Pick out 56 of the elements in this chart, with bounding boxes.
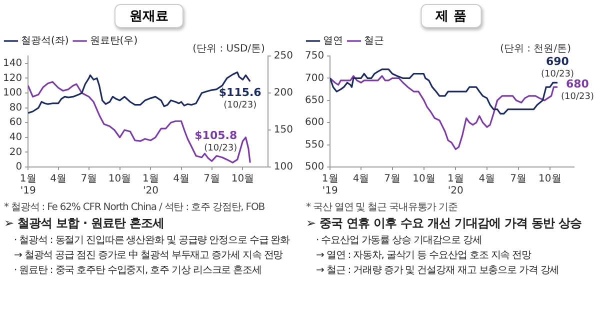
x-tick-label: 1월 '19: [322, 174, 338, 197]
x-tick-label: 4월: [352, 174, 370, 185]
y-tick-label: 120: [2, 72, 22, 84]
y-tick-label: 100: [2, 88, 22, 99]
y2-tick-label: 200: [274, 88, 294, 99]
data-label: 680 (10/23): [561, 77, 594, 102]
text: * 철광석 : Fe 62% CFR North China / 석탄 : 호주 강점탄, FOB: [4, 201, 266, 214]
x-tick-label: 1월 '20: [142, 174, 159, 197]
y-tick-label: 500: [304, 162, 324, 173]
y-tick-label: 750: [304, 50, 324, 62]
y2-tick-label: 150: [274, 124, 294, 136]
y-tick-label: 0: [16, 162, 22, 173]
x-tick-label: 7월: [204, 174, 220, 185]
legend-label: 원료탄(우): [90, 36, 138, 47]
data-label: 690 (10/23): [541, 55, 574, 80]
legend-label: 열연: [323, 36, 343, 47]
y-tick-label: 20: [9, 146, 22, 158]
y-tick-label: 600: [304, 117, 324, 128]
x-tick-label: 10월: [108, 174, 132, 185]
x-tick-label: 4월: [478, 174, 496, 185]
x-tick-label: 10월: [538, 174, 562, 185]
x-tick-label: 10월: [412, 174, 436, 185]
text: · 수요산업 가동률 상승 기대감으로 강세: [315, 234, 483, 248]
legend-label: 철근: [364, 36, 384, 47]
y-tick-label: 140: [2, 58, 22, 69]
x-tick-label: 7월: [384, 174, 401, 185]
y2-tick-label: 250: [274, 50, 294, 62]
text: (단위 : USD/톤): [192, 44, 266, 55]
x-tick-label: 4월: [173, 174, 190, 185]
text: · 원료탄 : 중국 호주탄 수입중지, 호주 기상 리스크로 혼조세: [13, 264, 262, 278]
chart-title: 제 품: [420, 4, 482, 28]
data-label: $115.6 (10/23): [218, 86, 262, 110]
text: → 철근 : 거래량 증가 및 건설강재 재고 보충으로 가격 강세: [315, 264, 560, 278]
text: → 철광석 공급 점진 증가로 中 철광석 부두재고 증가세 지속 전망: [13, 248, 284, 263]
text: ➢ 중국 연휴 이후 수요 개선 기대감에 가격 동반 상승: [306, 215, 583, 232]
text: * 국산 열연 및 철근 국내유통가 기준: [306, 201, 458, 214]
text: · 철광석 : 동절기 진입따른 생산완화 및 공급량 안정으로 수급 완화: [13, 234, 291, 248]
y-tick-label: 700: [304, 72, 324, 84]
text: ➢ 철광석 보합 · 원료탄 혼조세: [4, 215, 166, 232]
x-tick-label: 10월: [231, 174, 254, 185]
x-tick-label: 1월 '20: [447, 174, 464, 197]
y-tick-label: 60: [9, 117, 22, 128]
x-tick-label: 7월: [80, 174, 98, 185]
x-tick-label: 1월 '19: [20, 174, 36, 197]
y-tick-label: 550: [304, 139, 324, 150]
legend-label: 철광석(좌): [21, 36, 69, 47]
x-tick-label: 4월: [50, 174, 67, 185]
text: (단위 : 천원/톤): [500, 44, 572, 55]
y-tick-label: 650: [304, 94, 324, 106]
x-tick-label: 7월: [510, 174, 526, 185]
text: → 열연 : 자동차, 굴삭기 등 수요산업 호조 지속 전망: [315, 249, 532, 263]
chart-title: 원재료: [114, 4, 184, 28]
y-tick-label: 40: [9, 132, 22, 143]
y2-tick-label: 100: [274, 162, 294, 173]
data-label: $105.8 (10/23): [194, 129, 238, 154]
y-tick-label: 80: [9, 102, 22, 114]
